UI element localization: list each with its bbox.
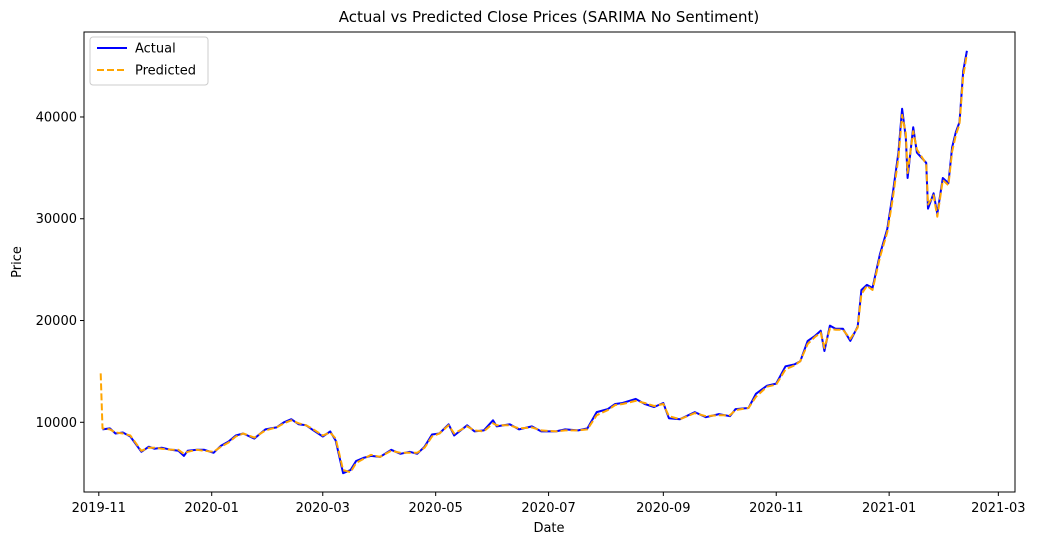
y-tick-label: 30000 — [36, 212, 77, 227]
x-tick-label: 2020-09 — [636, 501, 690, 516]
chart-title: Actual vs Predicted Close Prices (SARIMA… — [339, 8, 760, 26]
y-axis-ticks: 10000 20000 30000 40000 — [36, 110, 84, 431]
x-tick-label: 2021-01 — [862, 501, 916, 516]
plot-frame — [83, 31, 1016, 493]
series-line-predicted — [99, 53, 968, 474]
x-tick-label: 2021-03 — [971, 501, 1025, 516]
legend-label-predicted: Predicted — [135, 64, 196, 79]
y-tick-label: 20000 — [36, 314, 77, 329]
x-tick-label: 2020-03 — [296, 501, 350, 516]
x-axis-ticks: 2019-11 2020-01 2020-03 2020-05 2020-07 2020-… — [72, 492, 1026, 516]
series-layer — [99, 50, 968, 475]
y-axis-label: Price — [10, 246, 25, 278]
legend-label-actual: Actual — [135, 42, 176, 57]
x-tick-label: 2019-11 — [72, 501, 126, 516]
x-tick-label: 2020-05 — [409, 501, 463, 516]
x-tick-label: 2020-01 — [185, 501, 239, 516]
x-axis-label: Date — [533, 521, 564, 536]
y-tick-label: 40000 — [36, 110, 77, 125]
legend: Actual Predicted — [89, 36, 209, 86]
y-tick-label: 10000 — [36, 416, 77, 431]
x-tick-label: 2020-07 — [521, 501, 575, 516]
x-tick-label: 2020-11 — [749, 501, 803, 516]
